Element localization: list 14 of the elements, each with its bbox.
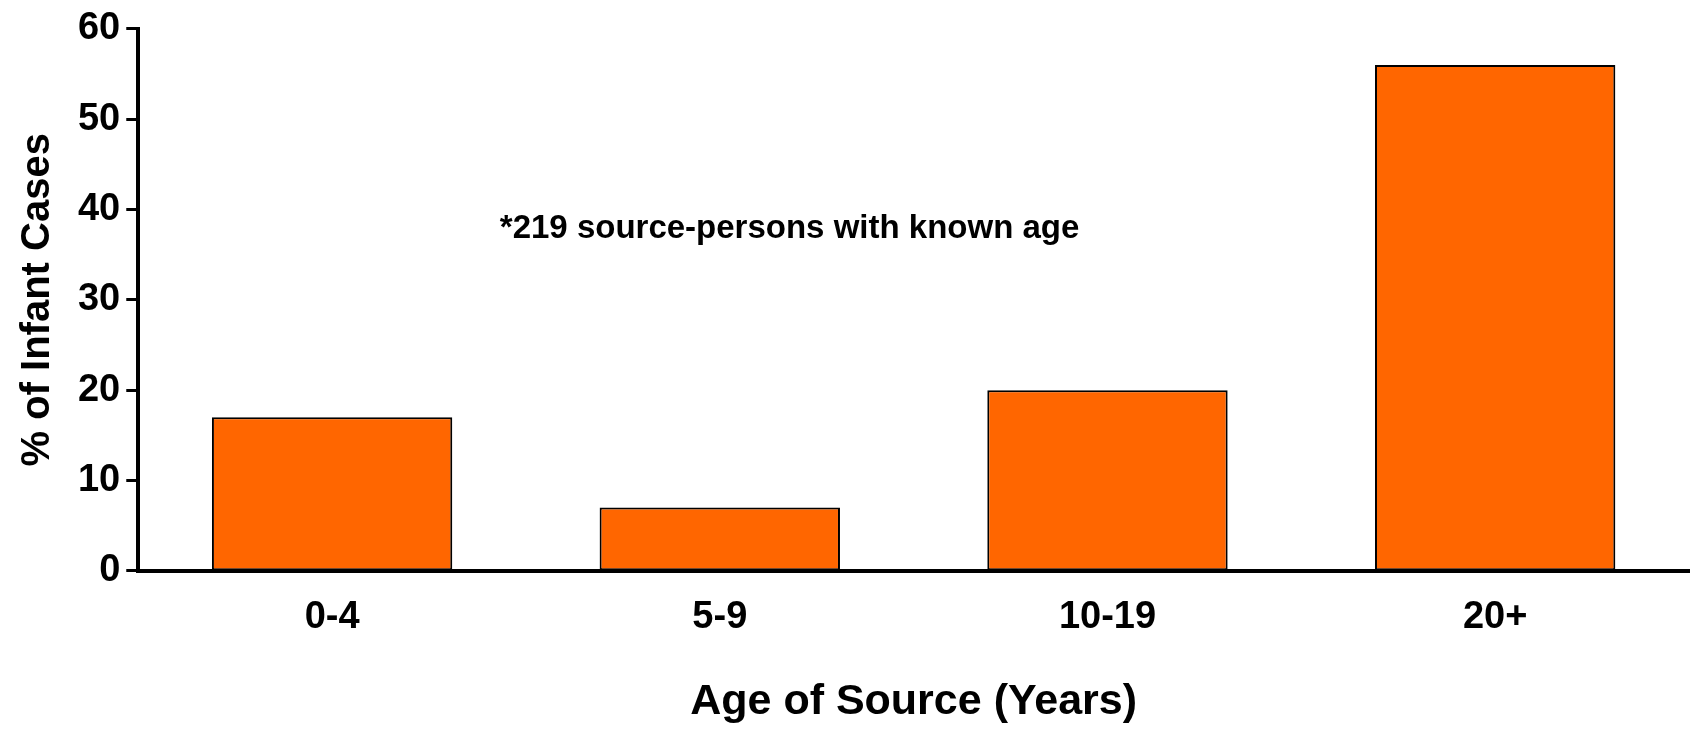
y-tick-label: 10 [77,456,121,499]
x-tick-label: 5-9 [692,594,748,637]
x-tick-label: 0-4 [304,594,360,637]
y-tick-label: 30 [77,276,121,319]
x-tick-label: 10-19 [1058,594,1157,637]
x-axis-title: Age of Source (Years) [690,675,1138,724]
y-tick-label: 60 [77,5,121,48]
annotation: *219 source-persons with known age [499,208,1080,246]
x-tick-label: 20+ [1462,594,1528,637]
y-tick-label: 20 [77,366,121,409]
y-tick-label: 40 [77,185,121,228]
y-axis-title: % of Infant Cases [13,133,58,467]
y-tick-label: 0 [99,547,121,590]
y-tick-label: 50 [77,95,121,138]
